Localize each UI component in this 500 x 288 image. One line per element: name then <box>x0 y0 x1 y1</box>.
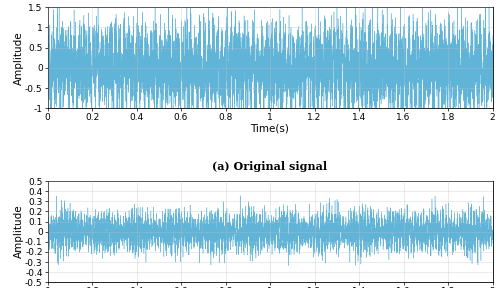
Y-axis label: Amplitude: Amplitude <box>14 205 24 259</box>
Text: (a) Original signal: (a) Original signal <box>212 161 328 172</box>
X-axis label: Time(s): Time(s) <box>250 124 290 134</box>
Y-axis label: Amplitude: Amplitude <box>14 31 24 85</box>
